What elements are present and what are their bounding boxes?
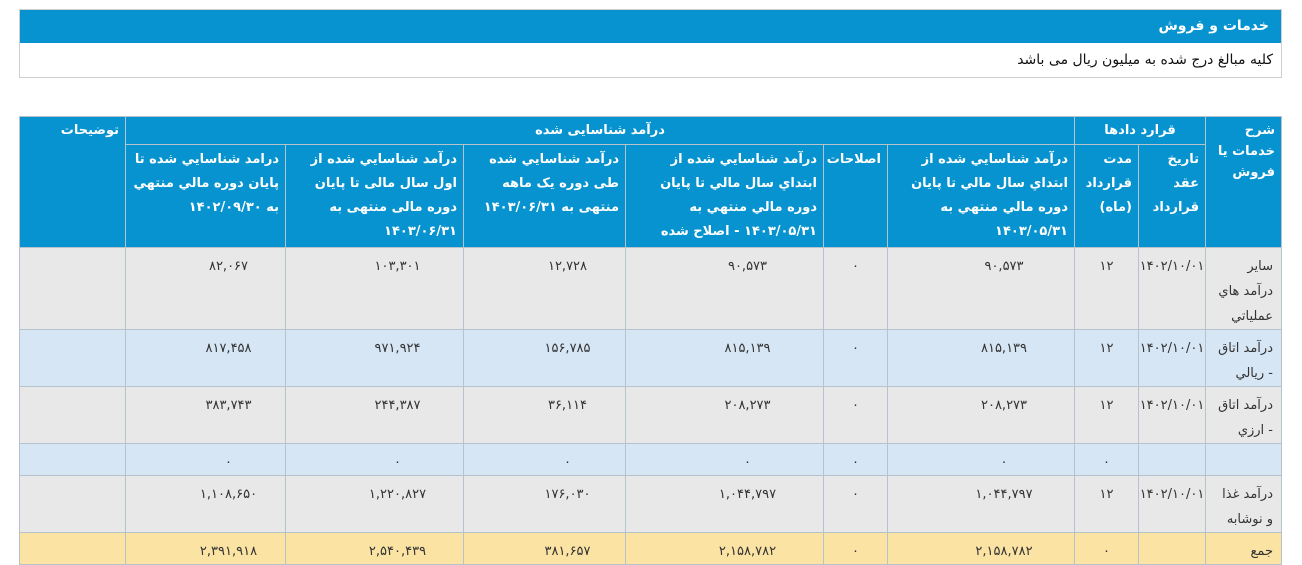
service-cell: درآمد غذا و نوشابه (1205, 475, 1282, 533)
table-row: ۰ ۰ ۰ ۰ ۰ ۰ ۰ (19, 443, 1282, 476)
revenue-corrected-cell: ۸۱۵,۱۳۹ (625, 329, 824, 387)
header-revenue-year-to-date: درآمد شناسايي شده از اول سال مالی تا پای… (285, 144, 464, 248)
revenue-month-cell: ۳۶,۱۱۴ (463, 386, 626, 444)
notes-cell (19, 443, 126, 476)
notes-cell (19, 386, 126, 444)
notes-cell (19, 329, 126, 387)
table-row: درآمد اتاق - ارزي ۱۴۰۲/۱۰/۰۱ ۱۲ ۲۰۸,۲۷۳ … (19, 386, 1282, 444)
header-service: شرح خدمات یا فروش (1205, 116, 1282, 248)
revenue-month-cell: ۱۵۶,۷۸۵ (463, 329, 626, 387)
duration-cell: ۰ (1074, 532, 1139, 565)
header-notes: توضیحات (19, 116, 126, 248)
revenue-table: شرح خدمات یا فروش قرارد دادها درآمد شناس… (19, 116, 1282, 565)
contract-date-cell: ۱۴۰۲/۱۰/۰۱ (1138, 386, 1206, 444)
revenue-start-cell: ۸۱۵,۱۳۹ (887, 329, 1075, 387)
revenue-end-cell: ۸۲,۰۶۷ (125, 247, 286, 330)
header-adjustments: اصلاحات (823, 144, 888, 248)
amounts-unit-note: کلیه مبالغ درج شده به میلیون ریال می باش… (20, 43, 1281, 77)
revenue-start-cell: ۹۰,۵۷۳ (887, 247, 1075, 330)
service-cell: ساير درآمد هاي عملياتي (1205, 247, 1282, 330)
revenue-end-cell: ۸۱۷,۴۵۸ (125, 329, 286, 387)
contract-date-cell (1138, 443, 1206, 476)
revenue-month-cell: ۱۲,۷۲۸ (463, 247, 626, 330)
notes-cell (19, 532, 126, 565)
adjustment-cell: ۰ (823, 386, 888, 444)
adjustment-cell: ۰ (823, 475, 888, 533)
revenue-ytd-cell: ۲۴۴,۳۸۷ (285, 386, 464, 444)
header-contracts: قرارد دادها (1074, 116, 1206, 145)
adjustment-cell: ۰ (823, 329, 888, 387)
revenue-end-cell: ۲,۳۹۱,۹۱۸ (125, 532, 286, 565)
revenue-end-cell: ۳۸۳,۷۴۳ (125, 386, 286, 444)
header-revenue-one-month: درآمد شناسايي شده طی دوره یک ماهه منتهی … (463, 144, 626, 248)
revenue-ytd-cell: ۱,۲۲۰,۸۲۷ (285, 475, 464, 533)
revenue-end-cell: ۰ (125, 443, 286, 476)
service-cell: درآمد اتاق - ارزي (1205, 386, 1282, 444)
revenue-corrected-cell: ۰ (625, 443, 824, 476)
revenue-start-cell: ۰ (887, 443, 1075, 476)
revenue-month-cell: ۰ (463, 443, 626, 476)
adjustment-cell: ۰ (823, 532, 888, 565)
total-label: جمع (1205, 532, 1282, 565)
table-row: درآمد غذا و نوشابه ۱۴۰۲/۱۰/۰۱ ۱۲ ۱,۰۴۴,۷… (19, 475, 1282, 533)
header-contract-date: تاریخ عقد قرارداد (1138, 144, 1206, 248)
table-row: درآمد اتاق - ريالي ۱۴۰۲/۱۰/۰۱ ۱۲ ۸۱۵,۱۳۹… (19, 329, 1282, 387)
duration-cell: ۱۲ (1074, 247, 1139, 330)
revenue-start-cell: ۱,۰۴۴,۷۹۷ (887, 475, 1075, 533)
revenue-ytd-cell: ۹۷۱,۹۲۴ (285, 329, 464, 387)
revenue-corrected-cell: ۱,۰۴۴,۷۹۷ (625, 475, 824, 533)
header-recognized-revenue: درآمد شناسایی شده (125, 116, 1075, 145)
header-revenue-to-end: درامد شناسايي شده تا پايان دوره مالي منت… (125, 144, 286, 248)
revenue-corrected-cell: ۹۰,۵۷۳ (625, 247, 824, 330)
revenue-ytd-cell: ۰ (285, 443, 464, 476)
revenue-corrected-cell: ۲۰۸,۲۷۳ (625, 386, 824, 444)
service-cell: درآمد اتاق - ريالي (1205, 329, 1282, 387)
contract-date-cell: ۱۴۰۲/۱۰/۰۱ (1138, 247, 1206, 330)
revenue-start-cell: ۲۰۸,۲۷۳ (887, 386, 1075, 444)
revenue-ytd-cell: ۲,۵۴۰,۴۳۹ (285, 532, 464, 565)
duration-cell: ۱۲ (1074, 386, 1139, 444)
contract-date-cell: ۱۴۰۲/۱۰/۰۱ (1138, 475, 1206, 533)
header-revenue-start-to-end: درآمد شناسايي شده از ابتداي سال مالي تا … (887, 144, 1075, 248)
total-row: جمع ۰ ۲,۱۵۸,۷۸۲ ۰ ۲,۱۵۸,۷۸۲ ۳۸۱,۶۵۷ ۲,۵۴… (19, 532, 1282, 565)
table-row: ساير درآمد هاي عملياتي ۱۴۰۲/۱۰/۰۱ ۱۲ ۹۰,… (19, 247, 1282, 330)
revenue-ytd-cell: ۱۰۳,۳۰۱ (285, 247, 464, 330)
contract-date-cell (1138, 532, 1206, 565)
revenue-month-cell: ۳۸۱,۶۵۷ (463, 532, 626, 565)
revenue-corrected-cell: ۲,۱۵۸,۷۸۲ (625, 532, 824, 565)
notes-cell (19, 247, 126, 330)
service-cell (1205, 443, 1282, 476)
revenue-month-cell: ۱۷۶,۰۳۰ (463, 475, 626, 533)
duration-cell: ۱۲ (1074, 475, 1139, 533)
duration-cell: ۱۲ (1074, 329, 1139, 387)
panel-title: خدمات و فروش (20, 10, 1281, 43)
header-revenue-corrected: درآمد شناسايي شده از ابتداي سال مالي تا … (625, 144, 824, 248)
duration-cell: ۰ (1074, 443, 1139, 476)
header-contract-duration: مدت قرارداد (ماه) (1074, 144, 1139, 248)
revenue-end-cell: ۱,۱۰۸,۶۵۰ (125, 475, 286, 533)
revenue-start-cell: ۲,۱۵۸,۷۸۲ (887, 532, 1075, 565)
adjustment-cell: ۰ (823, 443, 888, 476)
notes-cell (19, 475, 126, 533)
adjustment-cell: ۰ (823, 247, 888, 330)
contract-date-cell: ۱۴۰۲/۱۰/۰۱ (1138, 329, 1206, 387)
services-sales-panel: خدمات و فروش کلیه مبالغ درج شده به میلیو… (19, 9, 1282, 78)
